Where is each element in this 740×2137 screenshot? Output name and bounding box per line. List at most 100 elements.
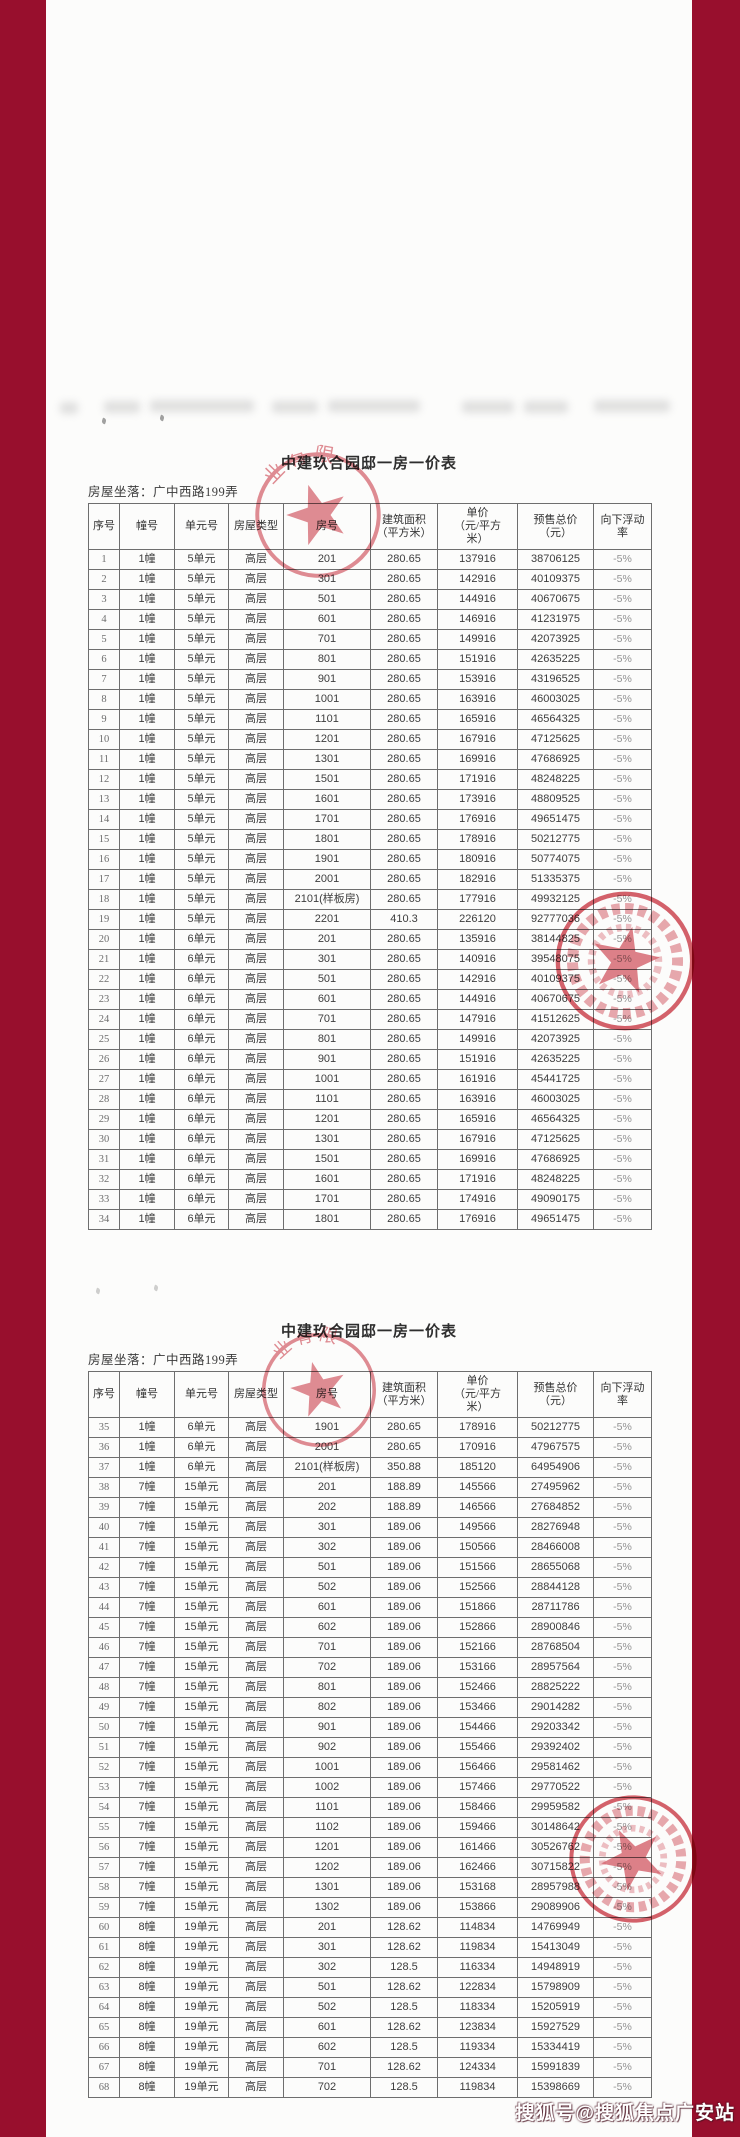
table-cell: 高层 xyxy=(228,1109,284,1130)
table-cell: 高层 xyxy=(228,1577,284,1598)
table-cell: 128.5 xyxy=(370,1957,438,1978)
scan-smudge xyxy=(462,401,514,413)
table-cell: 1幢 xyxy=(119,1437,175,1458)
table-cell: 42 xyxy=(88,1557,120,1578)
table-cell: 19单元 xyxy=(174,2037,229,2058)
table-cell: 7幢 xyxy=(119,1857,175,1878)
table-cell: 902 xyxy=(283,1737,371,1758)
table-cell: 188.89 xyxy=(370,1497,438,1518)
table-cell: 40670675 xyxy=(517,589,594,610)
table-cell: 182916 xyxy=(437,869,518,890)
table-cell: 171916 xyxy=(437,1169,518,1190)
table-cell: 1101 xyxy=(283,1089,371,1110)
table-cell: 50774075 xyxy=(517,849,594,870)
table-row: 24 1幢 6单元 高层 701 280.65 147916 41512625 -5% xyxy=(88,1009,652,1030)
table-cell: 7幢 xyxy=(119,1897,175,1918)
table-row: 27 1幢 6单元 高层 1001 280.65 161916 45441725 -5% xyxy=(88,1069,652,1090)
table-cell: 5单元 xyxy=(174,609,229,630)
table-cell: 11 xyxy=(88,749,120,770)
table-cell: 23 xyxy=(88,989,120,1010)
table-cell: 128.62 xyxy=(370,1917,438,1938)
table-cell: -5% xyxy=(593,1777,652,1798)
table-cell: 8幢 xyxy=(119,2057,175,2078)
table-cell: 1幢 xyxy=(119,969,175,990)
table-cell: -5% xyxy=(593,1977,652,1998)
table-cell: 30 xyxy=(88,1129,120,1150)
table-cell: 5单元 xyxy=(174,889,229,910)
table-row: 50 7幢 15单元 高层 901 189.06 154466 29203342 -5% xyxy=(88,1717,652,1738)
table-cell: 149916 xyxy=(437,1029,518,1050)
table-cell: 2201 xyxy=(283,909,371,930)
table-cell: 602 xyxy=(283,1617,371,1638)
table-cell: 1101 xyxy=(283,1797,371,1818)
table-cell: 15927529 xyxy=(517,2017,594,2038)
table-cell: 5单元 xyxy=(174,869,229,890)
table-cell: 55 xyxy=(88,1817,120,1838)
table-cell: 15单元 xyxy=(174,1757,229,1778)
table-cell: 14769949 xyxy=(517,1917,594,1938)
table-cell: 302 xyxy=(283,1537,371,1558)
table-cell: 169916 xyxy=(437,749,518,770)
table-cell: 1101 xyxy=(283,709,371,730)
table-cell: 高层 xyxy=(228,629,284,650)
table-cell: 123834 xyxy=(437,2017,518,2038)
table-cell: 201 xyxy=(283,1917,371,1938)
table-row: 63 8幢 19单元 高层 501 128.62 122834 15798909 -5% xyxy=(88,1977,652,1998)
table-cell: 280.65 xyxy=(370,1089,438,1110)
table-cell: 7幢 xyxy=(119,1837,175,1858)
table-cell: 1幢 xyxy=(119,1069,175,1090)
table-cell: 50212775 xyxy=(517,829,594,850)
table-cell: 18 xyxy=(88,889,120,910)
table-cell: 53 xyxy=(88,1777,120,1798)
table-cell: 15单元 xyxy=(174,1817,229,1838)
table-cell: -5% xyxy=(593,1597,652,1618)
table-cell: 1501 xyxy=(283,1149,371,1170)
table-cell: 189.06 xyxy=(370,1877,438,1898)
table-cell: 165916 xyxy=(437,1109,518,1130)
table-cell: 151916 xyxy=(437,649,518,670)
table-cell: 24 xyxy=(88,1009,120,1030)
table-cell: -5% xyxy=(593,809,652,830)
table-cell: 7幢 xyxy=(119,1797,175,1818)
table-cell: 5单元 xyxy=(174,749,229,770)
price-table-1: 序号幢号单元号房屋类型房号建筑面积 （平方米）单价 （元/平方 米）预售总价 （… xyxy=(88,503,652,1230)
table-cell: 1201 xyxy=(283,1109,371,1130)
table-cell: 1幢 xyxy=(119,649,175,670)
table-cell: 48248225 xyxy=(517,769,594,790)
table-cell: 15334419 xyxy=(517,2037,594,2058)
table-cell: 46003025 xyxy=(517,1089,594,1110)
table-cell: 高层 xyxy=(228,1977,284,1998)
table-cell: 46564325 xyxy=(517,1109,594,1130)
table-cell: 1801 xyxy=(283,829,371,850)
table-cell: 26 xyxy=(88,1049,120,1070)
table-cell: 高层 xyxy=(228,1897,284,1918)
table-cell: 8幢 xyxy=(119,1957,175,1978)
table-cell: 14 xyxy=(88,809,120,830)
table-cell: 280.65 xyxy=(370,1029,438,1050)
scan-smudge xyxy=(272,401,318,413)
table-cell: 65 xyxy=(88,2017,120,2038)
table-cell: 502 xyxy=(283,1577,371,1598)
table-cell: 1幢 xyxy=(119,849,175,870)
table-cell: 高层 xyxy=(228,1917,284,1938)
table-cell: 114834 xyxy=(437,1917,518,1938)
table-cell: 1幢 xyxy=(119,689,175,710)
table-cell: 301 xyxy=(283,1517,371,1538)
table-cell: 15单元 xyxy=(174,1777,229,1798)
table-cell: 188.89 xyxy=(370,1477,438,1498)
column-header: 向下浮动 率 xyxy=(593,503,652,550)
table-cell: 8幢 xyxy=(119,1937,175,1958)
table-cell: 49090175 xyxy=(517,1189,594,1210)
table-cell: 1幢 xyxy=(119,669,175,690)
table-cell: 15单元 xyxy=(174,1517,229,1538)
table-cell: 41231975 xyxy=(517,609,594,630)
table-cell: 37 xyxy=(88,1457,120,1478)
table-row: 65 8幢 19单元 高层 601 128.62 123834 15927529 -5% xyxy=(88,2017,652,2038)
column-header: 幢号 xyxy=(119,503,175,550)
table-cell: 161916 xyxy=(437,1069,518,1090)
table-cell: 5 xyxy=(88,629,120,650)
table-cell: 1幢 xyxy=(119,1209,175,1230)
table-cell: 14948919 xyxy=(517,1957,594,1978)
table-cell: 高层 xyxy=(228,1169,284,1190)
table-cell: 5单元 xyxy=(174,549,229,570)
